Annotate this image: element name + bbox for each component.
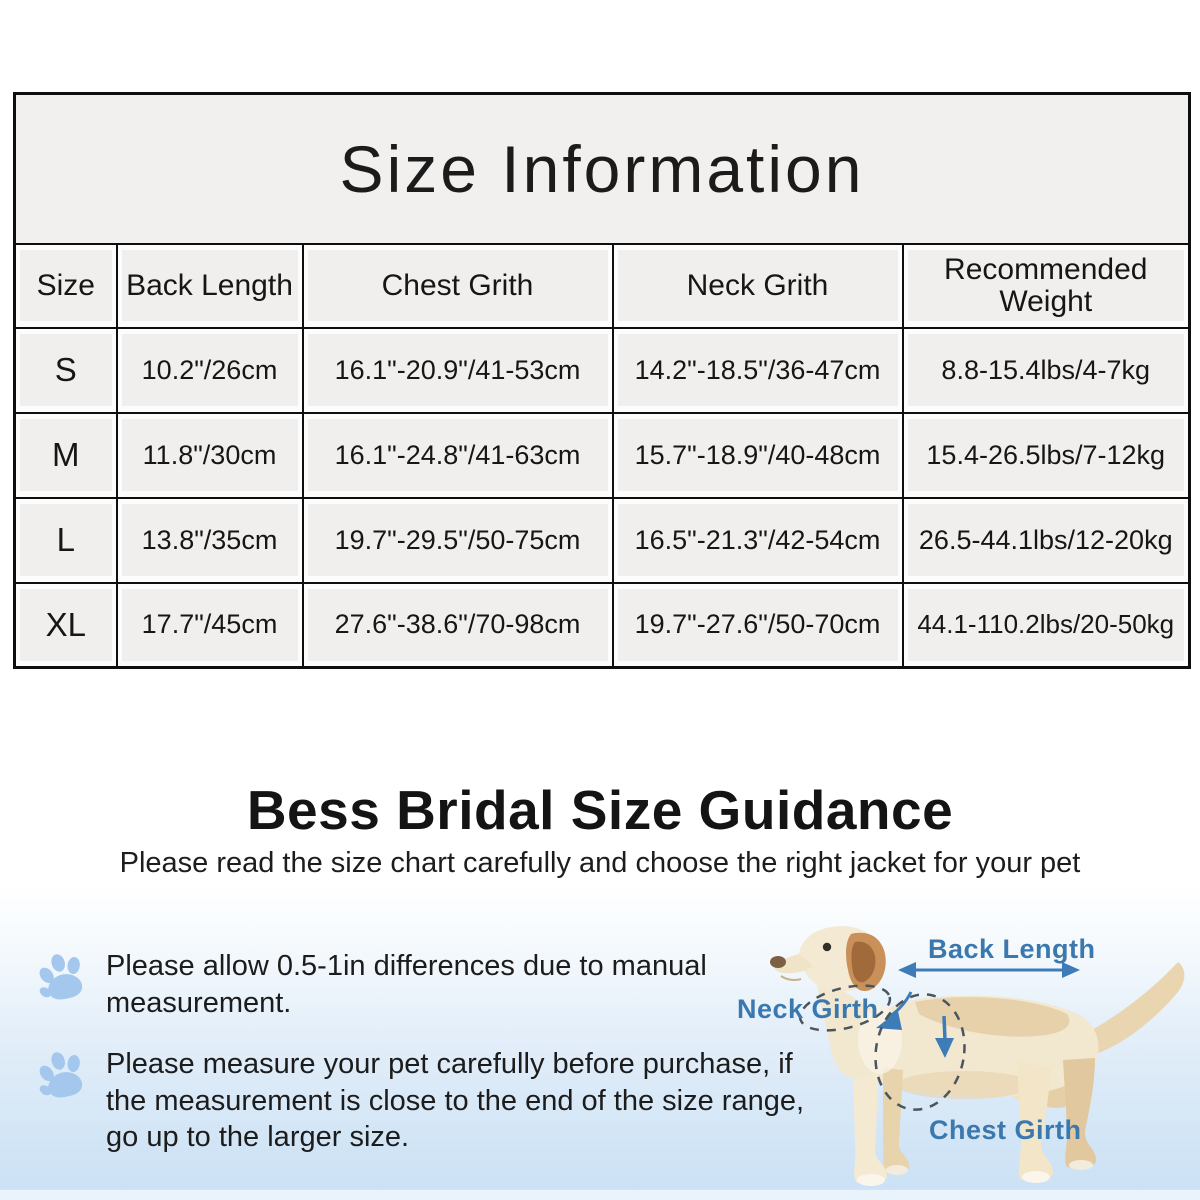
table-row-s: S 10.2"/26cm 16.1"-20.9"/41-53cm 14.2"-1… bbox=[13, 326, 1191, 414]
table-cell: 16.1"-20.9"/41-53cm bbox=[301, 326, 614, 414]
table-cell: 10.2"/26cm bbox=[115, 326, 304, 414]
neck-girth-label: Neck Girth bbox=[737, 994, 879, 1024]
back-length-arrow-icon bbox=[898, 962, 1080, 978]
column-header-label: Back Length bbox=[121, 250, 298, 321]
dog-body bbox=[770, 925, 1185, 1186]
column-header-label: Chest Grith bbox=[307, 250, 608, 321]
table-title-cell: Size Information bbox=[13, 92, 1191, 245]
table-cell: 8.8-15.4lbs/4-7kg bbox=[901, 326, 1191, 414]
table-cell: 17.7"/45cm bbox=[115, 581, 304, 669]
back-length-label: Back Length bbox=[928, 934, 1096, 964]
paw-icon bbox=[39, 954, 83, 1000]
table-cell: 15.4-26.5lbs/7-12kg bbox=[901, 411, 1191, 499]
neck-girth-arrow-icon bbox=[876, 991, 913, 1030]
cell-neck-girth: 15.7"-18.9"/40-48cm bbox=[617, 419, 898, 491]
column-header-label: Recommended Weight bbox=[907, 250, 1184, 321]
table-header-row: Size Back Length Chest Grith Neck Grith … bbox=[13, 242, 1191, 329]
table-cell: 11.8"/30cm bbox=[115, 411, 304, 499]
cell-neck-girth: 19.7"-27.6"/50-70cm bbox=[617, 588, 898, 661]
table-cell: M bbox=[13, 411, 118, 499]
table-cell: 19.7"-29.5"/50-75cm bbox=[301, 496, 614, 584]
note-item: Please allow 0.5-1in differences due to … bbox=[38, 948, 756, 1021]
dog-eye bbox=[822, 942, 832, 952]
table-cell: 16.5"-21.3"/42-54cm bbox=[611, 496, 904, 584]
guidance-subheading: Please read the size chart carefully and… bbox=[119, 847, 1081, 879]
cell-recommended-weight: 8.8-15.4lbs/4-7kg bbox=[907, 334, 1184, 406]
dog-illustration bbox=[770, 925, 1185, 1186]
note-text: Please measure your pet carefully before… bbox=[106, 1048, 805, 1154]
table-cell: 14.2"-18.5"/36-47cm bbox=[611, 326, 904, 414]
column-header-recommended-weight: Recommended Weight bbox=[901, 242, 1191, 329]
size-table: Size Information Size Back Length Chest … bbox=[13, 92, 1191, 669]
size-information-title: Size Information bbox=[339, 131, 865, 206]
column-header-label: Size bbox=[20, 250, 112, 321]
table-cell: 13.8"/35cm bbox=[115, 496, 304, 584]
table-cell: 15.7"-18.9"/40-48cm bbox=[611, 411, 904, 499]
cell-size: M bbox=[20, 419, 112, 491]
column-header-size: Size bbox=[13, 242, 118, 329]
chest-girth-arrow-icon bbox=[935, 1015, 954, 1058]
cell-back-length: 13.8"/35cm bbox=[121, 504, 298, 576]
dog-nose bbox=[770, 956, 786, 968]
cell-back-length: 10.2"/26cm bbox=[121, 334, 298, 406]
cell-back-length: 11.8"/30cm bbox=[121, 419, 298, 491]
guidance-heading: Bess Bridal Size Guidance bbox=[246, 779, 954, 841]
table-row-xl: XL 17.7"/45cm 27.6"-38.6"/70-98cm 19.7"-… bbox=[13, 581, 1191, 669]
table-cell: 16.1"-24.8"/41-63cm bbox=[301, 411, 614, 499]
chest-girth-label: Chest Girth bbox=[929, 1115, 1082, 1145]
cell-chest-girth: 16.1"-20.9"/41-53cm bbox=[307, 334, 608, 406]
table-title-row: Size Information bbox=[13, 92, 1191, 245]
cell-chest-girth: 16.1"-24.8"/41-63cm bbox=[307, 419, 608, 491]
cell-recommended-weight: 26.5-44.1lbs/12-20kg bbox=[907, 504, 1184, 576]
column-header-back-length: Back Length bbox=[115, 242, 304, 329]
table-row-m: M 11.8"/30cm 16.1"-24.8"/41-63cm 15.7"-1… bbox=[13, 411, 1191, 499]
cell-recommended-weight: 44.1-110.2lbs/20-50kg bbox=[907, 588, 1184, 661]
cell-recommended-weight: 15.4-26.5lbs/7-12kg bbox=[907, 419, 1184, 491]
table-cell: 19.7"-27.6"/50-70cm bbox=[611, 581, 904, 669]
table-cell: L bbox=[13, 496, 118, 584]
cell-size: L bbox=[20, 504, 112, 576]
cell-size: S bbox=[20, 334, 112, 406]
cell-chest-girth: 27.6"-38.6"/70-98cm bbox=[307, 588, 608, 661]
table-cell: 44.1-110.2lbs/20-50kg bbox=[901, 581, 1191, 669]
table-cell: 27.6"-38.6"/70-98cm bbox=[301, 581, 614, 669]
cell-neck-girth: 16.5"-21.3"/42-54cm bbox=[617, 504, 898, 576]
table-cell: 26.5-44.1lbs/12-20kg bbox=[901, 496, 1191, 584]
cell-back-length: 17.7"/45cm bbox=[121, 588, 298, 661]
table-row-l: L 13.8"/35cm 19.7"-29.5"/50-75cm 16.5"-2… bbox=[13, 496, 1191, 584]
column-header-neck-girth: Neck Grith bbox=[611, 242, 904, 329]
note-item: Please measure your pet carefully before… bbox=[38, 1046, 821, 1156]
bottom-strip bbox=[0, 1190, 1200, 1200]
paw-icon bbox=[39, 1052, 83, 1098]
column-header-label: Neck Grith bbox=[617, 250, 898, 321]
cell-chest-girth: 19.7"-29.5"/50-75cm bbox=[307, 504, 608, 576]
column-header-chest-girth: Chest Grith bbox=[301, 242, 614, 329]
table-cell: S bbox=[13, 326, 118, 414]
table-cell: XL bbox=[13, 581, 118, 669]
cell-size: XL bbox=[20, 588, 112, 661]
cell-neck-girth: 14.2"-18.5"/36-47cm bbox=[617, 334, 898, 406]
note-text: Please allow 0.5-1in differences due to … bbox=[106, 950, 707, 1019]
